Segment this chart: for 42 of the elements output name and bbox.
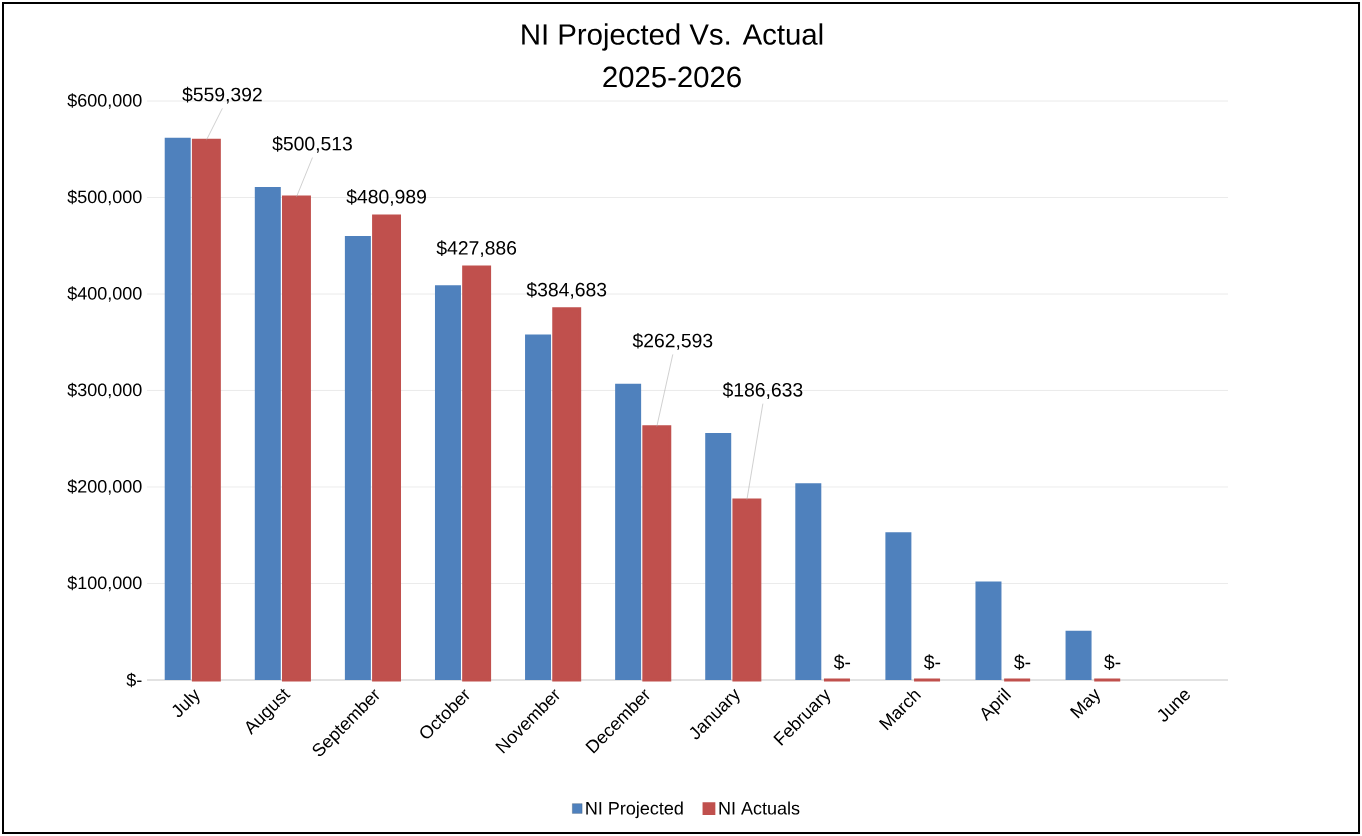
data-label: $- <box>1104 654 1121 670</box>
bar <box>164 137 191 680</box>
bar <box>705 432 732 680</box>
chart-title: NI Projected Vs. Actual <box>522 23 823 51</box>
bar <box>885 532 912 680</box>
bar <box>434 285 461 680</box>
bar <box>795 483 822 680</box>
y-tick-label: $300,000 <box>67 382 142 399</box>
bar <box>372 214 402 682</box>
y-tick-label: $100,000 <box>67 575 142 592</box>
data-label: $427,886 <box>436 240 517 258</box>
bar <box>732 498 762 682</box>
data-label: $559,392 <box>182 86 262 104</box>
bar <box>642 425 672 682</box>
data-label: $186,633 <box>722 382 803 399</box>
data-label: $384,683 <box>526 281 607 299</box>
bar <box>975 581 1002 680</box>
bar <box>525 334 552 680</box>
bar <box>615 383 642 680</box>
data-label: $- <box>924 654 941 670</box>
y-tick-label: $- <box>126 672 142 688</box>
bar <box>254 186 281 680</box>
y-tick-label: $500,000 <box>67 189 142 206</box>
x-tick-label: July <box>172 689 200 718</box>
data-label: $- <box>833 654 851 670</box>
bar <box>281 195 311 682</box>
y-tick-label: $600,000 <box>67 93 142 109</box>
bar <box>1065 630 1092 680</box>
bar <box>344 236 371 680</box>
bar <box>552 307 582 682</box>
data-label: $500,513 <box>272 136 352 153</box>
data-label: $480,989 <box>346 189 426 206</box>
data-label: $262,593 <box>632 332 713 350</box>
x-tick-label: May <box>1069 688 1100 719</box>
data-label: $- <box>1014 654 1031 670</box>
chart-subtitle: 2025-2026 <box>603 66 741 88</box>
legend-label: NI Actuals <box>719 801 800 815</box>
legend-label: NI Projected <box>586 801 683 819</box>
y-tick-label: $400,000 <box>67 286 142 302</box>
bar <box>462 265 492 682</box>
bar <box>191 138 221 682</box>
y-tick-label: $200,000 <box>67 479 142 495</box>
